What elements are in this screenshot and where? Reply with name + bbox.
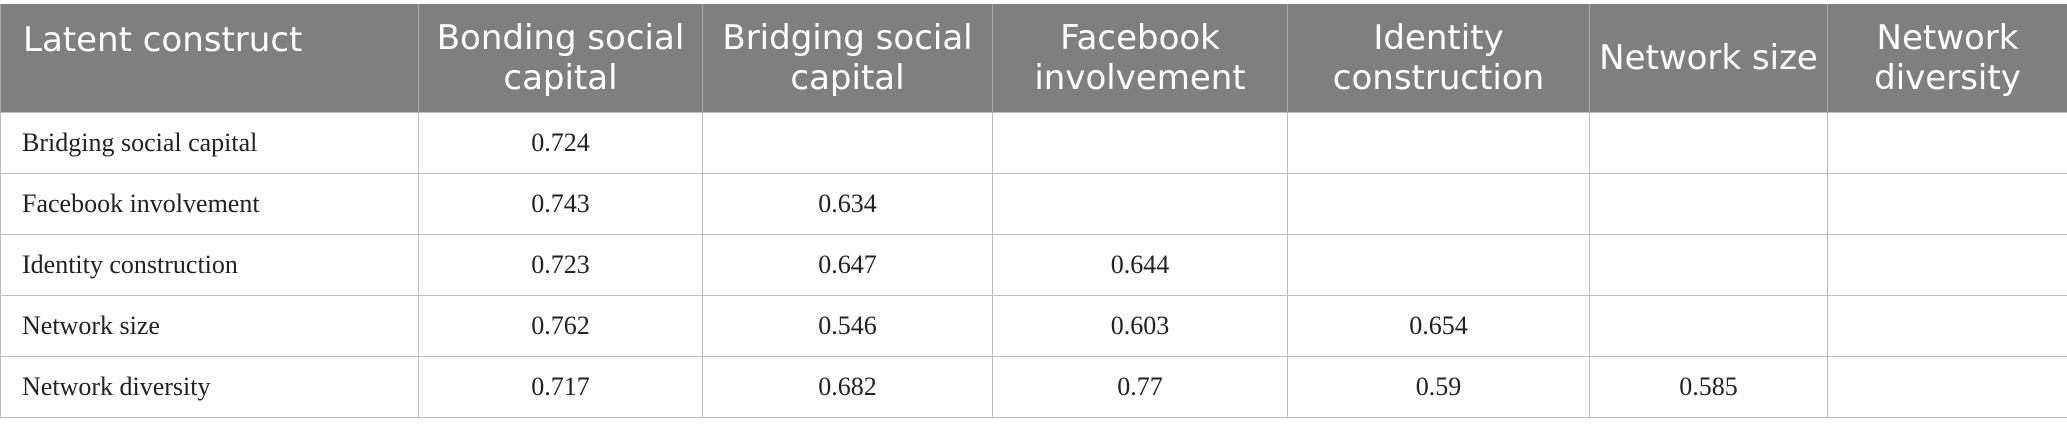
table-cell <box>1827 233 2067 296</box>
header-network-size: Network size <box>1589 4 1828 112</box>
table-cell: 0.59 <box>1287 355 1590 418</box>
table-cell <box>702 111 993 174</box>
row-label: Bridging social capital <box>0 111 419 174</box>
table-cell: 0.77 <box>992 355 1288 418</box>
table-cell <box>1827 111 2067 174</box>
table-cell: 0.682 <box>702 355 993 418</box>
row-label: Facebook involvement <box>0 172 419 235</box>
header-latent-construct: Latent construct <box>0 4 419 112</box>
row-label: Network size <box>0 294 419 357</box>
table-row: Network size 0.762 0.546 0.603 0.654 <box>0 294 2067 357</box>
table-cell: 0.724 <box>418 111 703 174</box>
row-label: Identity construction <box>0 233 419 296</box>
row-label: Network diversity <box>0 355 419 418</box>
header-facebook-involvement: Facebook involvement <box>992 4 1288 112</box>
table-cell <box>1827 172 2067 235</box>
header-network-diversity: Network diversity <box>1827 4 2067 112</box>
table-cell: 0.717 <box>418 355 703 418</box>
table-header: Latent construct Bonding social capital … <box>0 4 2067 112</box>
table-cell <box>1589 294 1828 357</box>
header-bonding-social-capital: Bonding social capital <box>418 4 703 112</box>
table-cell <box>1589 233 1828 296</box>
table-cell <box>1287 233 1590 296</box>
table-row: Bridging social capital 0.724 <box>0 111 2067 174</box>
table-cell <box>1827 355 2067 418</box>
table-cell: 0.634 <box>702 172 993 235</box>
table-row: Network diversity 0.717 0.682 0.77 0.59 … <box>0 355 2067 418</box>
table-cell: 0.644 <box>992 233 1288 296</box>
table-cell: 0.647 <box>702 233 993 296</box>
table-row: Identity construction 0.723 0.647 0.644 <box>0 233 2067 296</box>
table-cell: 0.603 <box>992 294 1288 357</box>
header-bridging-social-capital: Bridging social capital <box>702 4 993 112</box>
header-row: Latent construct Bonding social capital … <box>0 4 2067 112</box>
table-cell <box>1589 172 1828 235</box>
table-cell <box>1827 294 2067 357</box>
table-cell: 0.654 <box>1287 294 1590 357</box>
table-cell <box>1287 172 1590 235</box>
table-cell <box>992 172 1288 235</box>
table-cell <box>992 111 1288 174</box>
table-row: Facebook involvement 0.743 0.634 <box>0 172 2067 235</box>
correlation-table: Latent construct Bonding social capital … <box>0 4 2067 418</box>
table-cell <box>1589 111 1828 174</box>
table-cell: 0.546 <box>702 294 993 357</box>
table-cell: 0.743 <box>418 172 703 235</box>
header-identity-construction: Identity construction <box>1287 4 1590 112</box>
table-cell: 0.762 <box>418 294 703 357</box>
table-cell: 0.585 <box>1589 355 1828 418</box>
correlation-table-container: Latent construct Bonding social capital … <box>0 4 2067 418</box>
table-body: Bridging social capital 0.724 Facebook i… <box>0 111 2067 418</box>
table-cell <box>1287 111 1590 174</box>
table-cell: 0.723 <box>418 233 703 296</box>
